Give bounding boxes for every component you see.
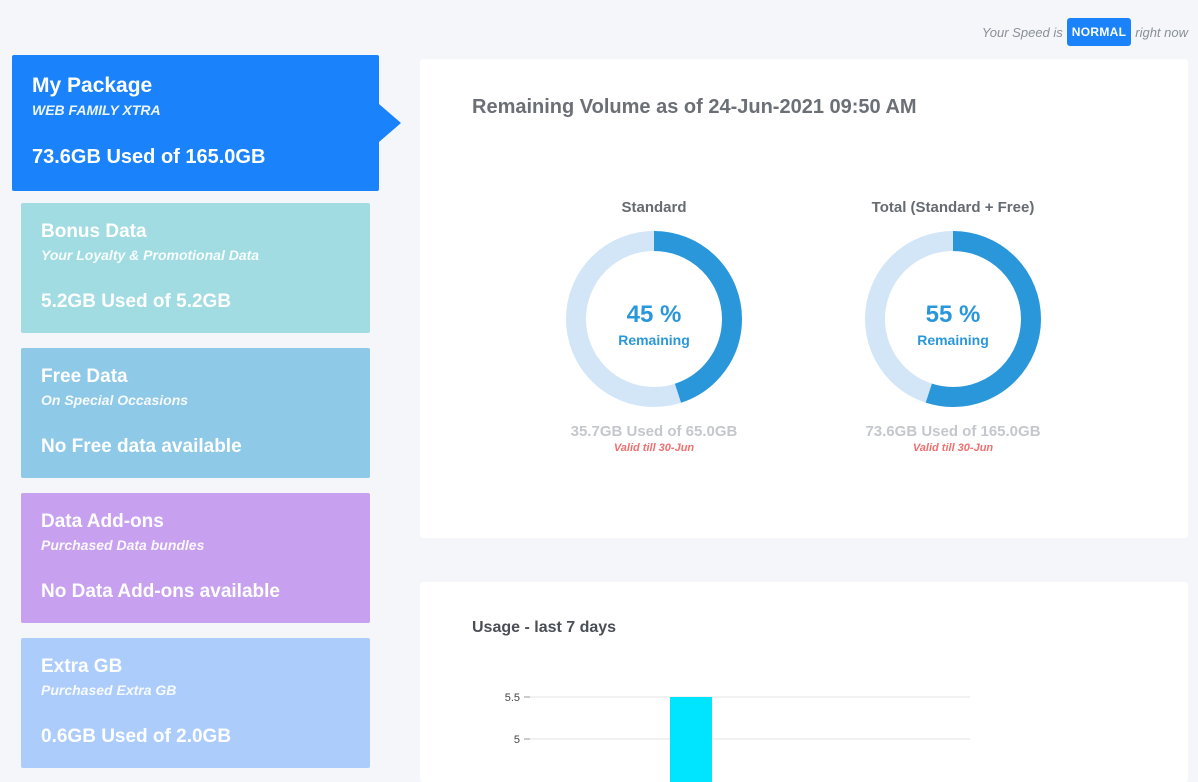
card-bonus-data[interactable]: Bonus Data Your Loyalty & Promotional Da… bbox=[21, 203, 370, 333]
card-usage: 0.6GB Used of 2.0GB bbox=[41, 726, 232, 747]
card-subtitle: WEB FAMILY XTRA bbox=[32, 102, 161, 118]
usage-heading: Usage - last 7 days bbox=[472, 619, 617, 636]
card-my-package[interactable]: My Package WEB FAMILY XTRA 73.6GB Used o… bbox=[12, 55, 401, 191]
gauge-ring: 55 % Remaining bbox=[865, 231, 1041, 407]
card-free-data[interactable]: Free Data On Special Occasions No Free d… bbox=[21, 348, 370, 478]
usage-panel: Usage - last 7 days 5.5 5 bbox=[420, 582, 1188, 782]
speed-prefix: Your Speed is bbox=[981, 24, 1063, 40]
gauge-total: Total (Standard + Free) 55 % Remaining 7… bbox=[843, 199, 1063, 454]
y-tick-label: 5 bbox=[514, 734, 520, 746]
card-subtitle: Purchased Extra GB bbox=[41, 682, 177, 698]
card-title: Bonus Data bbox=[41, 221, 147, 242]
speed-indicator: Your Speed is NORMAL right now bbox=[982, 18, 1188, 46]
remaining-volume-heading: Remaining Volume as of 24-Jun-2021 09:50… bbox=[472, 96, 917, 118]
gauge-label: Standard bbox=[621, 199, 687, 216]
gauge-percent: 55 % bbox=[926, 301, 981, 328]
active-card-pointer-icon bbox=[379, 104, 401, 142]
gauge-used-text: 73.6GB Used of 165.0GB bbox=[865, 423, 1041, 440]
gauge-ring: 45 % Remaining bbox=[566, 231, 742, 407]
card-subtitle: On Special Occasions bbox=[41, 392, 189, 408]
card-title: Data Add-ons bbox=[41, 511, 164, 532]
gauge-used-text: 35.7GB Used of 65.0GB bbox=[570, 423, 738, 440]
gauge-fill bbox=[865, 231, 1041, 407]
card-subtitle: Your Loyalty & Promotional Data bbox=[41, 247, 260, 263]
gauge-fill bbox=[566, 231, 742, 407]
speed-status-badge: NORMAL bbox=[1066, 18, 1132, 46]
gauge-valid-text: Valid till 30-Jun bbox=[912, 442, 994, 454]
usage-chart: 5.5 5 bbox=[505, 692, 970, 782]
card-subtitle: Purchased Data bundles bbox=[41, 537, 205, 553]
speed-suffix: right now bbox=[1135, 24, 1188, 40]
card-usage: 73.6GB Used of 165.0GB bbox=[32, 146, 266, 168]
card-usage: No Free data available bbox=[41, 436, 242, 457]
gauge-label: Total (Standard + Free) bbox=[871, 199, 1035, 216]
card-usage: 5.2GB Used of 5.2GB bbox=[41, 291, 232, 312]
gauge-percent: 45 % bbox=[627, 301, 682, 328]
gauge-valid-text: Valid till 30-Jun bbox=[613, 442, 695, 454]
card-title: My Package bbox=[32, 74, 153, 97]
card-extra-gb[interactable]: Extra GB Purchased Extra GB 0.6GB Used o… bbox=[21, 638, 370, 768]
gauge-remaining-label: Remaining bbox=[618, 332, 690, 348]
card-data-addons[interactable]: Data Add-ons Purchased Data bundles No D… bbox=[21, 493, 370, 623]
card-title: Free Data bbox=[41, 366, 128, 387]
y-tick-label: 5.5 bbox=[505, 692, 520, 704]
remaining-volume-panel: Remaining Volume as of 24-Jun-2021 09:50… bbox=[420, 59, 1188, 538]
gauge-standard: Standard 45 % Remaining 35.7GB Used of 6… bbox=[544, 199, 764, 454]
card-title: Extra GB bbox=[41, 656, 123, 677]
usage-bar[interactable] bbox=[670, 697, 712, 782]
card-usage: No Data Add-ons available bbox=[41, 581, 280, 602]
gauge-remaining-label: Remaining bbox=[917, 332, 989, 348]
